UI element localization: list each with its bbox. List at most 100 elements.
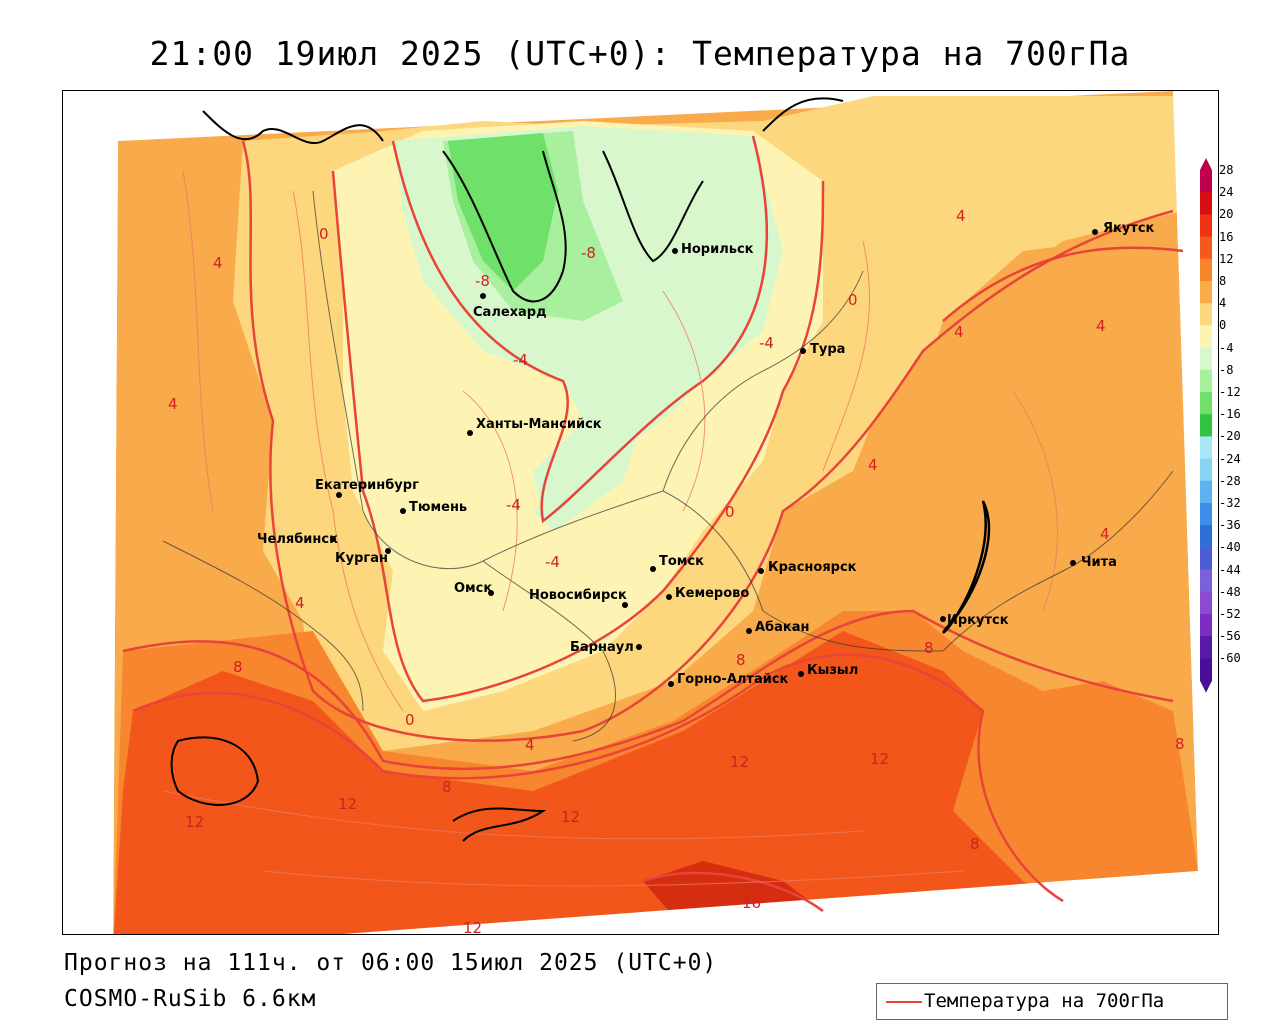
svg-text:Ханты-Мансийск: Ханты-Мансийск [476, 417, 602, 432]
isolabel: -4 [759, 334, 774, 352]
city-gorno-altaysk: Горно-Алтайск [668, 672, 789, 687]
isolabel: 8 [442, 778, 452, 796]
svg-text:Екатеринбург: Екатеринбург [315, 478, 419, 493]
field-warm12 [114, 631, 1063, 934]
city-tyumen: Тюмень [400, 500, 467, 515]
svg-text:Томск: Томск [659, 554, 704, 569]
isolabel: 0 [319, 225, 329, 243]
colorbar-segment [1200, 436, 1212, 460]
isoline-0 [241, 140, 1174, 742]
svg-text:Новосибирск: Новосибирск [529, 588, 627, 603]
cities: Якутск Норильск Салехард Тура Ханты-Манс… [257, 221, 1155, 687]
isolabel: 4 [1100, 525, 1110, 543]
isolabel: 4 [868, 456, 878, 474]
isolabel: 16 [742, 894, 761, 912]
colorbar-label: 16 [1219, 229, 1234, 244]
colorbar-segment [1200, 325, 1212, 349]
forecast-info: Прогноз на 111ч. от 06:00 15июл 2025 (UT… [64, 950, 718, 976]
domain-mask-left [63, 91, 118, 934]
model-name: COSMO-RuSib 6.6км [64, 986, 317, 1012]
legend-swatch [886, 1001, 922, 1003]
isolabel: 8 [736, 651, 746, 669]
svg-text:Иркутск: Иркутск [947, 613, 1009, 628]
colorbar-segment [1200, 369, 1212, 393]
isolabel: 0 [725, 503, 735, 521]
colorbar-segment [1200, 480, 1212, 504]
isolabel: 4 [525, 736, 535, 754]
colorbar-arrow-bottom [1200, 680, 1212, 693]
svg-text:Якутск: Якутск [1103, 221, 1155, 236]
colorbar-segment [1200, 458, 1212, 482]
domain-mask-bottom [63, 871, 1218, 934]
isolabel: 8 [1175, 735, 1185, 753]
lake-baikal [942, 500, 991, 634]
legend-label: Температура на 700гПа [924, 990, 1165, 1012]
colorbar-segment [1200, 170, 1212, 193]
svg-text:Красноярск: Красноярск [768, 560, 857, 575]
city-kemerovo: Кемерово [666, 586, 749, 601]
isolabel: -8 [581, 244, 596, 262]
isolabel: -8 [475, 272, 490, 290]
colorbar-label: -40 [1219, 540, 1241, 555]
isolabel: 12 [463, 919, 482, 934]
coastline-gydan [602, 150, 704, 263]
svg-text:Челябинск: Челябинск [257, 532, 338, 547]
city-novosibirsk: Новосибирск [529, 588, 628, 608]
colorbar-segment [1200, 503, 1212, 526]
colorbar-label: -48 [1219, 584, 1241, 599]
isolabel: 12 [561, 808, 580, 826]
isolabel: 8 [233, 658, 243, 676]
coastline-taimyr [762, 97, 844, 132]
colorbar-segment [1200, 547, 1212, 571]
colorbar-label: 8 [1219, 274, 1227, 288]
isoline-labels: 0 4 4 -8 -8 -4 -4 0 4 4 4 4 -4 0 -4 4 4 … [168, 207, 1185, 934]
city-norilsk: Норильск [672, 242, 754, 257]
svg-text:Абакан: Абакан [755, 620, 810, 635]
isolabel: 4 [168, 395, 178, 413]
city-irkutsk: Иркутск [940, 613, 1009, 628]
colorbar-segment [1200, 236, 1212, 260]
colorbar-label: 20 [1219, 207, 1234, 222]
colorbar-label: 24 [1219, 185, 1234, 200]
coastline-yamal [442, 150, 567, 303]
isolabel: 4 [213, 254, 223, 272]
colorbar-segment [1200, 658, 1212, 682]
lake-balkhash-west [170, 736, 260, 806]
map-area[interactable]: Якутск Норильск Салехард Тура Ханты-Манс… [62, 90, 1219, 935]
colorbar-label: -8 [1219, 362, 1234, 377]
isolabel: 12 [730, 753, 749, 771]
colorbar-segment [1200, 192, 1212, 215]
city-ekaterinburg: Екатеринбург [315, 478, 419, 498]
city-tomsk: Томск [650, 554, 704, 572]
colorbar-label: 0 [1219, 318, 1227, 333]
city-abakan: Абакан [746, 620, 810, 635]
svg-text:Салехард: Салехард [473, 305, 547, 320]
svg-text:Тюмень: Тюмень [409, 500, 467, 515]
colorbar-label: -28 [1219, 473, 1241, 488]
isolabel: 8 [924, 639, 934, 657]
isoline-neg8 [391, 135, 768, 524]
svg-text:Барнаул: Барнаул [570, 640, 634, 655]
colorbar-segment [1200, 636, 1212, 659]
isolabel: -4 [513, 351, 528, 369]
field-warm0-west [118, 141, 243, 591]
isolabel: 4 [956, 207, 966, 225]
colorbar-label: -16 [1219, 407, 1241, 422]
svg-text:Горно-Алтайск: Горно-Алтайск [677, 672, 789, 687]
field-warm4-east [913, 241, 1188, 651]
colorbar [1200, 158, 1212, 693]
colorbar-label: -20 [1219, 429, 1241, 444]
isolabel: 4 [1096, 317, 1106, 335]
svg-text:Кызыл: Кызыл [807, 663, 858, 678]
colorbar-label: -52 [1219, 607, 1241, 621]
colorbar-segment [1200, 392, 1212, 415]
city-chelyabinsk: Челябинск [257, 532, 338, 547]
city-yakutsk: Якутск [1092, 221, 1155, 236]
svg-text:Курган: Курган [335, 551, 388, 566]
colorbar-label: -4 [1219, 340, 1234, 355]
city-salekhard: Салехард [473, 293, 547, 320]
colorbar-segment [1200, 347, 1212, 371]
isolabel: 12 [870, 750, 889, 768]
city-chita: Чита [1070, 555, 1117, 570]
svg-text:Омск: Омск [454, 581, 492, 596]
